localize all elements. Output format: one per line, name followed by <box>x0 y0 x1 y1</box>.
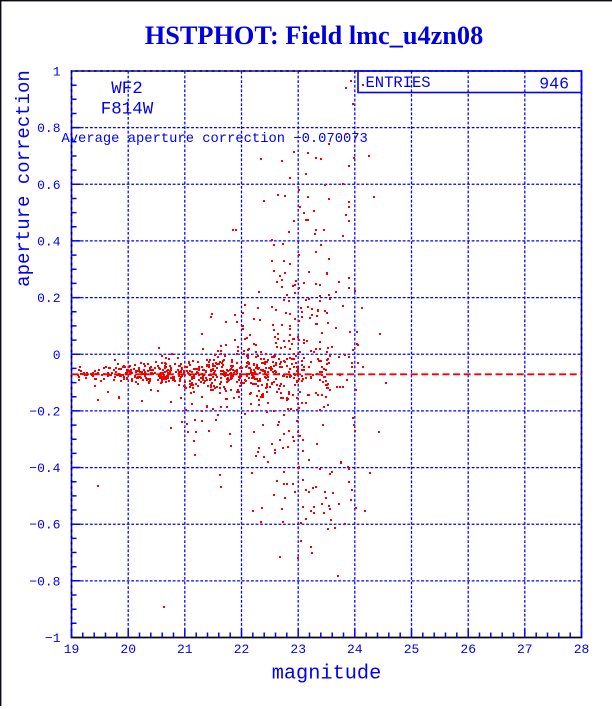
svg-text:23: 23 <box>290 642 306 657</box>
svg-text:magnitude: magnitude <box>272 663 382 686</box>
svg-text:aperture correction: aperture correction <box>13 70 35 287</box>
svg-text:0.6: 0.6 <box>37 178 60 193</box>
svg-text:0.2: 0.2 <box>37 291 60 306</box>
svg-text:20: 20 <box>120 642 136 657</box>
svg-text:21: 21 <box>177 642 193 657</box>
svg-text:24: 24 <box>347 642 363 657</box>
svg-text:19: 19 <box>64 642 80 657</box>
svg-text:0.4: 0.4 <box>37 234 61 249</box>
svg-text:−0.4: −0.4 <box>29 461 60 476</box>
svg-text:ENTRIES: ENTRIES <box>366 74 431 92</box>
svg-text:−1: −1 <box>45 631 61 646</box>
svg-text:26: 26 <box>460 642 476 657</box>
svg-text:27: 27 <box>517 642 533 657</box>
svg-text:0: 0 <box>53 348 61 363</box>
svg-text:−0.6: −0.6 <box>29 518 60 533</box>
svg-text:28: 28 <box>574 642 590 657</box>
svg-text:946: 946 <box>539 75 569 94</box>
svg-text:0.8: 0.8 <box>37 121 60 136</box>
svg-text:HSTPHOT: Field lmc_u4zn08: HSTPHOT: Field lmc_u4zn08 <box>145 21 483 50</box>
svg-text:−0.2: −0.2 <box>29 404 60 419</box>
svg-text:F814W: F814W <box>101 100 154 120</box>
svg-text:WF2: WF2 <box>111 79 143 99</box>
svg-text:−0.8: −0.8 <box>29 574 60 589</box>
svg-text:1: 1 <box>53 65 61 80</box>
svg-text:25: 25 <box>404 642 420 657</box>
svg-text:22: 22 <box>234 642 250 657</box>
svg-text:Average aperture correction −0: Average aperture correction −0.070073 <box>62 131 368 147</box>
